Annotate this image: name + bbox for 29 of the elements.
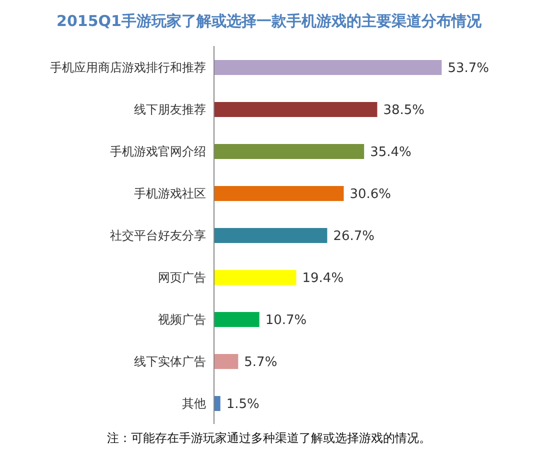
bar xyxy=(214,144,364,159)
data-label: 19.4% xyxy=(302,271,344,286)
bar xyxy=(214,312,260,327)
bar xyxy=(214,228,328,243)
data-label: 35.4% xyxy=(370,145,412,160)
y-tick-label: 其他 xyxy=(182,396,206,410)
data-label: 5.7% xyxy=(244,355,278,370)
y-tick-label: 手机游戏社区 xyxy=(134,186,206,200)
data-label: 1.5% xyxy=(226,397,260,412)
y-tick-label: 线下朋友推荐 xyxy=(134,102,206,116)
y-tick-label: 线下实体广告 xyxy=(134,354,206,368)
text: 注：可能存在手游玩家通过多种渠道了解或选择游戏的情况。 xyxy=(106,430,432,447)
data-label: 38.5% xyxy=(383,103,425,118)
data-label: 26.7% xyxy=(333,229,375,244)
y-tick-label: 社交平台好友分享 xyxy=(110,228,206,242)
bar xyxy=(214,102,378,117)
y-tick-label: 视频广告 xyxy=(158,312,206,326)
bar xyxy=(214,186,344,201)
bar xyxy=(214,60,442,75)
bar xyxy=(214,354,238,369)
y-tick-label: 手机游戏官网介绍 xyxy=(110,144,206,158)
data-label: 53.7% xyxy=(448,61,490,76)
data-label: 10.7% xyxy=(265,313,307,328)
data-label: 30.6% xyxy=(350,187,392,202)
bar xyxy=(214,396,220,411)
bar xyxy=(214,270,296,285)
chart-title: 2015Q1手游玩家了解或选择一款手机游戏的主要渠道分布情况 xyxy=(56,11,482,32)
y-tick-label: 手机应用商店游戏排行和推荐 xyxy=(50,60,206,74)
y-tick-label: 网页广告 xyxy=(158,270,206,284)
